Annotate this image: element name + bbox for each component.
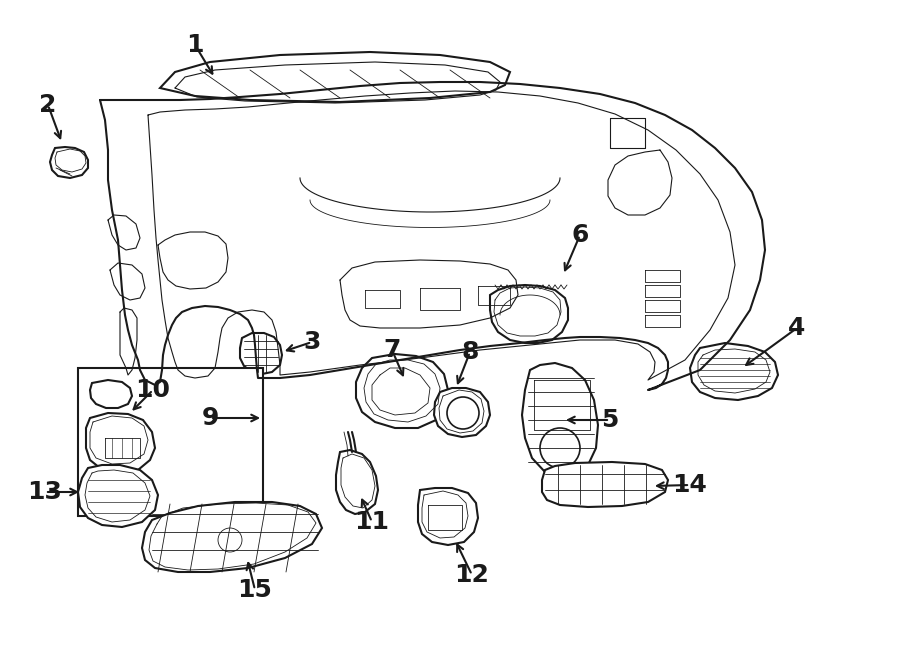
Polygon shape <box>50 147 88 178</box>
Polygon shape <box>690 343 778 400</box>
Polygon shape <box>90 380 132 408</box>
Text: 9: 9 <box>202 406 219 430</box>
Polygon shape <box>356 354 448 428</box>
Polygon shape <box>160 52 510 102</box>
Polygon shape <box>522 363 598 478</box>
Text: 15: 15 <box>238 578 273 602</box>
Bar <box>78 368 263 516</box>
Polygon shape <box>86 413 155 472</box>
Text: 8: 8 <box>462 340 479 364</box>
Polygon shape <box>490 285 568 343</box>
Text: 12: 12 <box>454 563 490 587</box>
Text: 1: 1 <box>186 33 203 57</box>
Text: 10: 10 <box>136 378 170 402</box>
Polygon shape <box>418 488 478 545</box>
Polygon shape <box>78 465 158 527</box>
Polygon shape <box>142 502 322 572</box>
Text: 11: 11 <box>355 510 390 534</box>
Text: 5: 5 <box>601 408 618 432</box>
Polygon shape <box>434 388 490 437</box>
Text: 13: 13 <box>28 480 62 504</box>
Text: 3: 3 <box>303 330 320 354</box>
Polygon shape <box>542 462 668 507</box>
Polygon shape <box>336 450 378 514</box>
Polygon shape <box>240 333 282 374</box>
Text: 7: 7 <box>383 338 400 362</box>
Text: 6: 6 <box>572 223 589 247</box>
Text: 4: 4 <box>788 316 806 340</box>
Text: 2: 2 <box>40 93 57 117</box>
Text: 14: 14 <box>672 473 707 497</box>
